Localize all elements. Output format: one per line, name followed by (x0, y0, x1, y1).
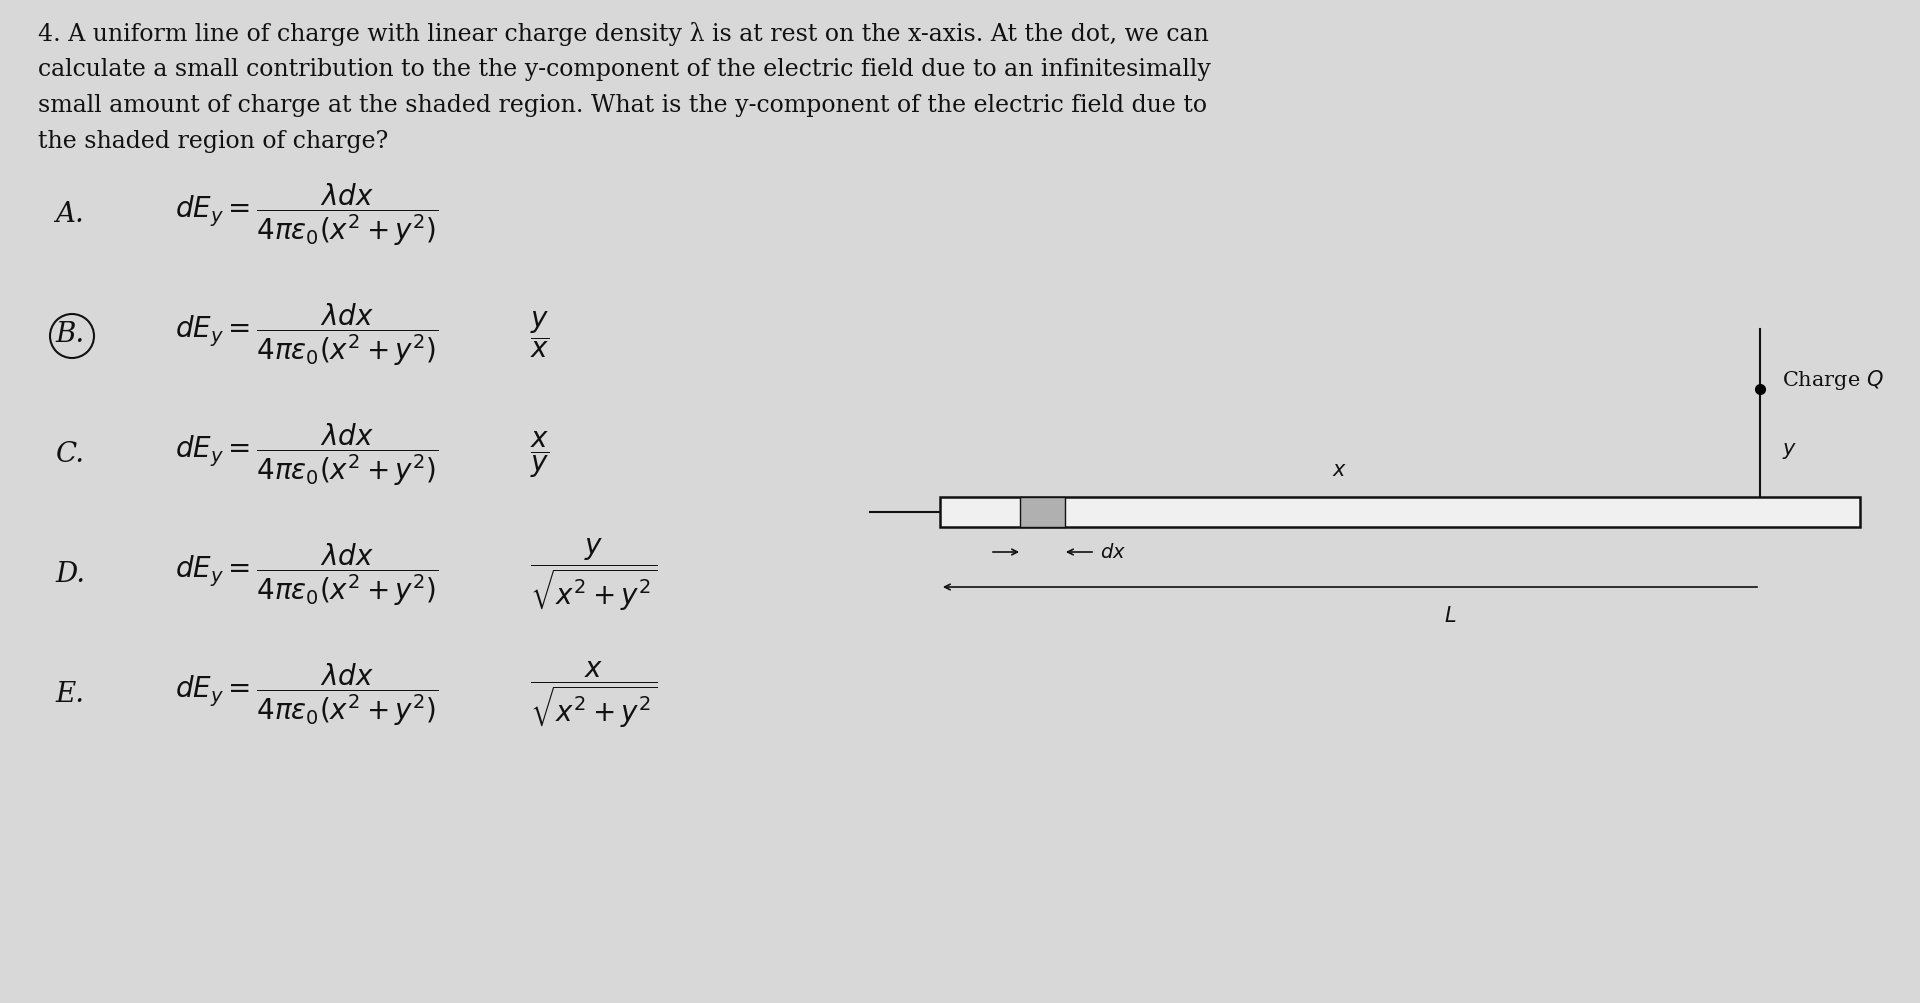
Text: $dE_y = \dfrac{\lambda dx}{4\pi\epsilon_0(x^2 + y^2)}$: $dE_y = \dfrac{\lambda dx}{4\pi\epsilon_… (175, 542, 438, 608)
Text: the shaded region of charge?: the shaded region of charge? (38, 129, 388, 152)
Text: $x$: $x$ (1332, 459, 1348, 479)
Text: calculate a small contribution to the the y-component of the electric field due : calculate a small contribution to the th… (38, 58, 1212, 81)
Text: $dE_y = \dfrac{\lambda dx}{4\pi\epsilon_0(x^2 + y^2)}$: $dE_y = \dfrac{\lambda dx}{4\pi\epsilon_… (175, 182, 438, 248)
Text: D.: D. (56, 561, 84, 588)
Text: small amount of charge at the shaded region. What is the y-component of the elec: small amount of charge at the shaded reg… (38, 94, 1208, 117)
Text: $\dfrac{x}{y}$: $\dfrac{x}{y}$ (530, 429, 549, 479)
Text: Charge $Q$: Charge $Q$ (1782, 368, 1884, 391)
Text: $dE_y = \dfrac{\lambda dx}{4\pi\epsilon_0(x^2 + y^2)}$: $dE_y = \dfrac{\lambda dx}{4\pi\epsilon_… (175, 661, 438, 727)
Bar (941, 497, 1860, 528)
Text: $\dfrac{x}{\sqrt{x^2 + y^2}}$: $\dfrac{x}{\sqrt{x^2 + y^2}}$ (530, 659, 657, 729)
Text: $\dfrac{y}{\sqrt{x^2 + y^2}}$: $\dfrac{y}{\sqrt{x^2 + y^2}}$ (530, 537, 657, 613)
Text: $L$: $L$ (1444, 606, 1455, 626)
Text: 4. A uniform line of charge with linear charge density λ is at rest on the x-axi: 4. A uniform line of charge with linear … (38, 22, 1210, 46)
Text: B.: B. (56, 321, 84, 348)
Text: $dx$: $dx$ (1100, 543, 1127, 562)
Text: $y$: $y$ (1782, 441, 1797, 461)
Text: $\dfrac{y}{x}$: $\dfrac{y}{x}$ (530, 309, 549, 360)
Text: C.: C. (56, 441, 84, 468)
Text: E.: E. (56, 681, 84, 708)
Text: A.: A. (56, 202, 84, 229)
Bar (1020, 497, 1066, 528)
Text: $dE_y = \dfrac{\lambda dx}{4\pi\epsilon_0(x^2 + y^2)}$: $dE_y = \dfrac{\lambda dx}{4\pi\epsilon_… (175, 421, 438, 487)
Text: $dE_y = \dfrac{\lambda dx}{4\pi\epsilon_0(x^2 + y^2)}$: $dE_y = \dfrac{\lambda dx}{4\pi\epsilon_… (175, 302, 438, 368)
